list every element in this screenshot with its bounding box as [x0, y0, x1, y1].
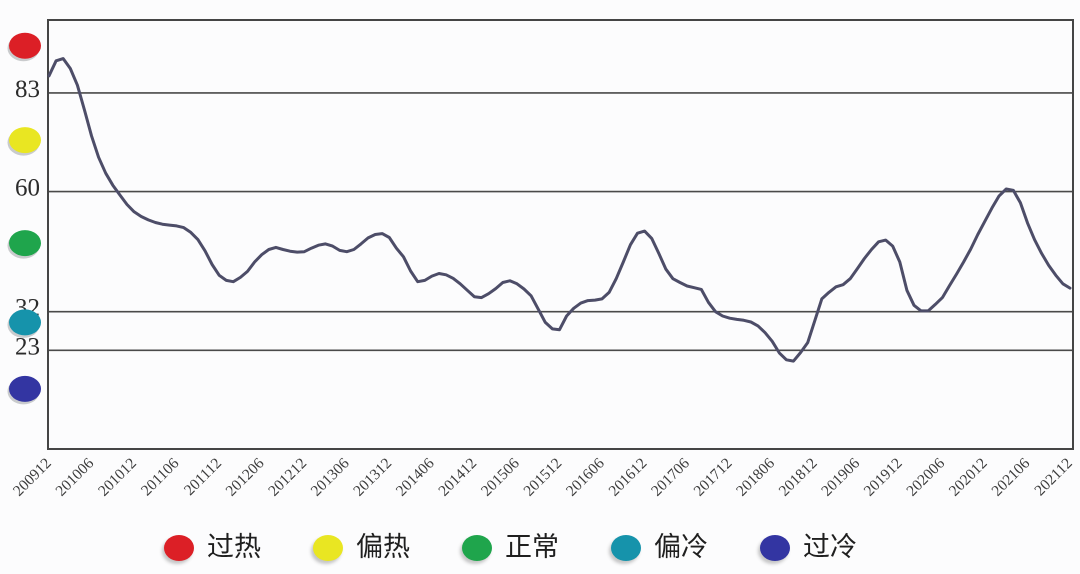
legend-dot-icon — [462, 534, 492, 561]
x-tick-label: 201606 — [563, 455, 608, 500]
x-tick-label: 201912 — [861, 455, 906, 500]
legend-item: 正常 — [462, 534, 559, 561]
x-tick-label: 201306 — [308, 455, 353, 500]
x-tick-label: 201506 — [478, 455, 523, 500]
zone-dot-icon — [9, 230, 41, 257]
x-tick-label: 201006 — [52, 455, 97, 500]
index-line-series — [47, 57, 1072, 363]
x-tick-label: 201812 — [776, 455, 821, 500]
zone-dot-icon — [9, 32, 41, 59]
legend-item: 过热 — [164, 534, 261, 561]
x-tick-label: 201612 — [606, 455, 651, 500]
legend-label: 正常 — [505, 532, 559, 562]
legend-label: 过热 — [207, 532, 261, 562]
x-tick-label: 202006 — [903, 455, 948, 500]
x-tick-label: 201712 — [691, 455, 736, 500]
x-tick-label: 201206 — [223, 455, 268, 500]
legend-dot-icon — [760, 534, 790, 561]
zone-dot-icon — [9, 127, 41, 154]
legend-item: 过冷 — [760, 534, 857, 561]
zone-dot-icon — [9, 309, 41, 336]
x-tick-label: 201012 — [95, 455, 140, 500]
x-tick-label: 200912 — [10, 455, 55, 500]
y-axis-label: 83 — [15, 76, 40, 103]
legend-label: 偏冷 — [654, 532, 708, 562]
legend-dot-icon — [164, 534, 194, 561]
x-tick-label: 201212 — [265, 455, 310, 500]
x-tick-label: 202106 — [988, 455, 1033, 500]
y-axis-label: 23 — [15, 333, 40, 360]
chart-legend: 过热 偏热 正常 偏冷 过冷 — [164, 534, 857, 561]
x-tick-label: 201906 — [818, 455, 863, 500]
x-tick-label: 202112 — [1031, 455, 1076, 500]
x-tick-label: 201406 — [393, 455, 438, 500]
legend-label: 过冷 — [803, 532, 857, 562]
legend-item: 偏冷 — [611, 534, 708, 561]
x-tick-label: 201512 — [520, 455, 565, 500]
x-tick-label: 201706 — [648, 455, 693, 500]
legend-dot-icon — [611, 534, 641, 561]
zone-dot-icon — [9, 375, 41, 402]
legend-item: 偏热 — [313, 534, 410, 561]
x-tick-label: 201112 — [181, 455, 225, 499]
y-axis-label: 60 — [15, 175, 40, 202]
x-tick-label: 201806 — [733, 455, 778, 500]
legend-label: 偏热 — [356, 532, 410, 562]
x-tick-label: 201106 — [138, 455, 183, 500]
x-tick-label: 201412 — [435, 455, 480, 500]
x-tick-label: 201312 — [350, 455, 395, 500]
x-tick-label: 202012 — [946, 455, 991, 500]
plot-border — [47, 19, 1074, 450]
legend-dot-icon — [313, 534, 343, 561]
